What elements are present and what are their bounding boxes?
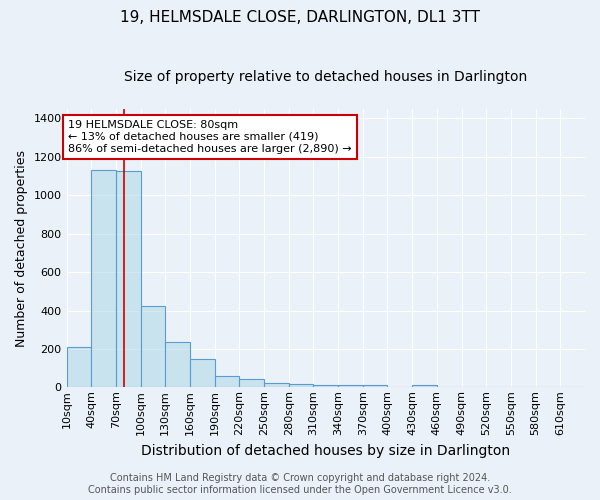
Text: Contains HM Land Registry data © Crown copyright and database right 2024.
Contai: Contains HM Land Registry data © Crown c… [88,474,512,495]
Bar [412,385,437,388]
Bar [313,385,338,388]
Text: 19 HELMSDALE CLOSE: 80sqm
← 13% of detached houses are smaller (419)
86% of semi: 19 HELMSDALE CLOSE: 80sqm ← 13% of detac… [68,120,352,154]
Bar [264,383,289,388]
X-axis label: Distribution of detached houses by size in Darlington: Distribution of detached houses by size … [141,444,511,458]
Bar [338,384,363,388]
Y-axis label: Number of detached properties: Number of detached properties [15,150,28,346]
Bar [289,384,313,388]
Title: Size of property relative to detached houses in Darlington: Size of property relative to detached ho… [124,70,527,84]
Text: 19, HELMSDALE CLOSE, DARLINGTON, DL1 3TT: 19, HELMSDALE CLOSE, DARLINGTON, DL1 3TT [120,10,480,25]
Bar [363,386,388,388]
Bar [215,376,239,388]
Bar [140,306,165,388]
Bar [116,171,140,388]
Bar [67,347,91,388]
Bar [91,170,116,388]
Bar [239,379,264,388]
Bar [165,342,190,388]
Bar [190,359,215,388]
